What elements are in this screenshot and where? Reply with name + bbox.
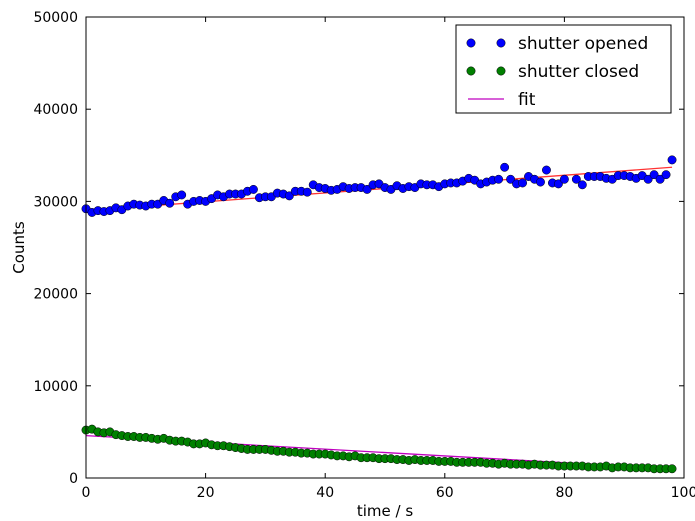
legend-marker (496, 38, 506, 48)
data-point-opened (559, 174, 569, 184)
data-point-opened (571, 174, 581, 184)
data-points (81, 155, 677, 474)
x-tick-label: 20 (197, 485, 215, 501)
x-tick-label: 100 (671, 485, 695, 501)
y-tick-label: 10000 (33, 379, 78, 395)
x-tick-label: 80 (555, 485, 573, 501)
legend-box (455, 24, 672, 114)
legend-label: shutter opened (518, 34, 648, 54)
data-point-opened (165, 198, 175, 208)
data-point-opened (518, 178, 527, 188)
y-tick-label: 0 (69, 471, 78, 487)
data-point-opened (536, 177, 545, 187)
plot-border (85, 16, 685, 479)
x-tick-label: 0 (82, 485, 91, 501)
data-point-opened (577, 180, 587, 190)
data-point-opened (494, 174, 504, 184)
legend-label: shutter closed (518, 62, 639, 82)
plot-frame (85, 16, 685, 479)
data-point-opened (649, 170, 659, 180)
legend-label: fit (518, 90, 536, 110)
x-tick-label: 40 (316, 485, 334, 501)
y-tick-label: 50000 (33, 10, 78, 26)
y-axis-label: Counts (10, 221, 28, 274)
legend-marker (496, 66, 506, 76)
data-point-opened (500, 162, 510, 172)
data-point-opened (643, 174, 653, 184)
data-point-opened (661, 170, 671, 180)
x-axis-label: time / s (357, 502, 413, 520)
data-point-opened (284, 191, 294, 201)
y-tick-label: 40000 (33, 102, 78, 118)
data-point-opened (667, 155, 677, 165)
data-point-opened (248, 184, 258, 194)
data-point-opened (542, 165, 551, 175)
data-point-closed (667, 464, 677, 474)
data-point-opened (302, 187, 312, 197)
axis-ticks: 0 20 40 60 80 100 0 10000 20000 30000 40000 50000 (33, 10, 695, 501)
data-point-opened (362, 184, 372, 194)
legend-marker (466, 66, 476, 76)
y-tick-label: 30000 (33, 194, 78, 210)
legend: shutter opened shutter closed fit (455, 24, 672, 114)
x-tick-label: 60 (436, 485, 454, 501)
data-point-opened (506, 174, 516, 184)
data-point-opened (553, 179, 563, 189)
data-point-opened (177, 190, 187, 200)
data-point-opened (655, 174, 665, 184)
y-tick-label: 20000 (33, 287, 78, 303)
legend-marker (466, 38, 476, 48)
